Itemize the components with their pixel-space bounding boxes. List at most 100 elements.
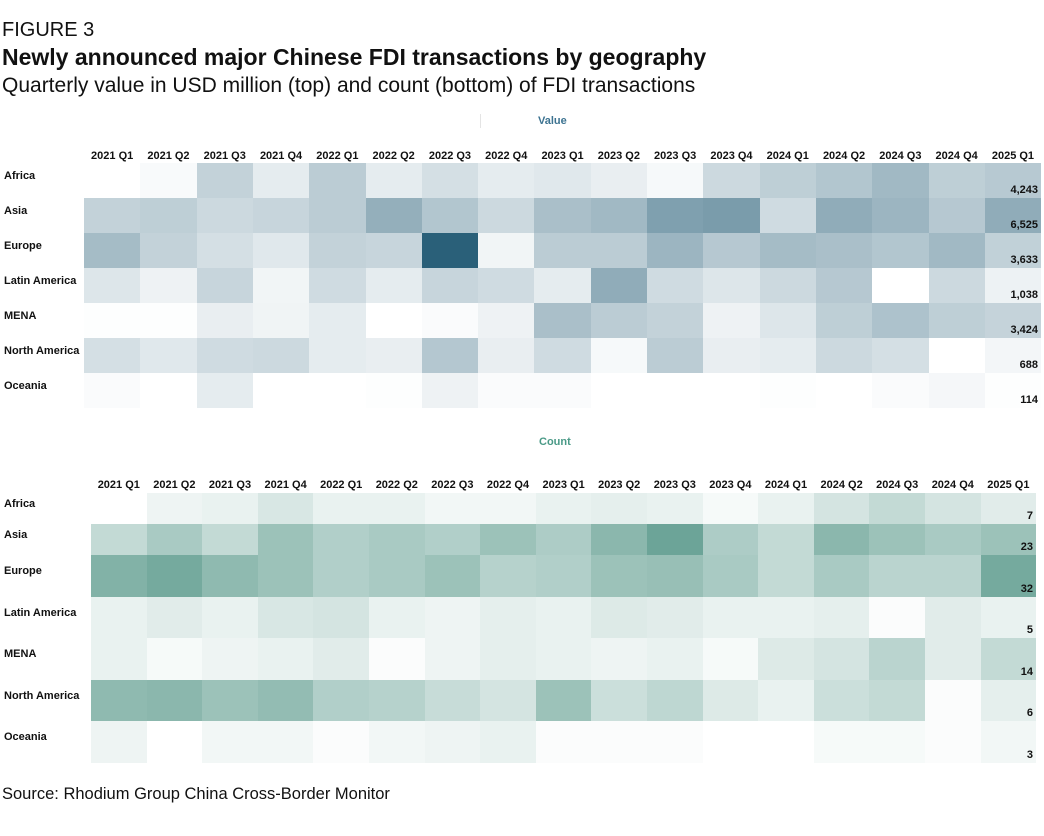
value-heatmap-cell: 3,424 [985, 303, 1041, 338]
value-row-label: Europe [4, 239, 42, 252]
count-heatmap-cell [480, 721, 536, 763]
value-heatmap-cell [647, 198, 703, 233]
count-column-header: 2025 Q1 [987, 479, 1030, 491]
value-heatmap-cell [929, 163, 985, 198]
count-heatmap-cell [369, 493, 425, 524]
count-heatmap-cell [425, 524, 480, 555]
value-heatmap-cell [366, 303, 422, 338]
value-heatmap-cell [591, 303, 647, 338]
count-heatmap-cell [313, 597, 369, 638]
value-data-label: 3,633 [1010, 254, 1038, 266]
value-heatmap-cell [84, 268, 140, 303]
value-heatmap-cell [253, 373, 309, 408]
count-heatmap-cell [425, 597, 480, 638]
value-heatmap-cell [140, 373, 197, 408]
value-column-header: 2022 Q2 [372, 150, 415, 162]
value-heatmap-cell [422, 198, 478, 233]
count-column-header: 2024 Q2 [820, 479, 863, 491]
value-column-header: 2024 Q2 [822, 150, 866, 162]
count-heatmap-cell [313, 524, 369, 555]
count-heatmap-cell [147, 555, 202, 597]
count-heatmap-cell [202, 680, 258, 721]
value-heatmap-cell [309, 233, 366, 268]
count-heatmap-cell [536, 493, 591, 524]
value-row-label: North America [4, 344, 80, 357]
count-heatmap-cell [536, 638, 591, 680]
count-heatmap-cell [869, 493, 925, 524]
value-heatmap-cell [84, 163, 140, 198]
value-heatmap-cell [197, 373, 253, 408]
count-data-label: 32 [1020, 583, 1033, 595]
value-heatmap-cell [647, 338, 703, 373]
value-heatmap-cell [253, 338, 309, 373]
value-heatmap-cell [534, 163, 591, 198]
count-heatmap-cell [703, 597, 758, 638]
count-row-label: Latin America [4, 606, 77, 619]
count-column-header: 2021 Q3 [208, 479, 252, 491]
count-heatmap-cell [647, 680, 703, 721]
count-heatmap-cell [758, 524, 814, 555]
count-row-label: Asia [4, 528, 28, 541]
count-column-header: 2022 Q1 [320, 479, 363, 491]
count-row-label: Africa [4, 497, 36, 510]
value-heatmap-cell [366, 268, 422, 303]
count-heatmap-cell [369, 638, 425, 680]
count-heatmap-cell: 5 [981, 597, 1036, 638]
value-heatmap-cell [703, 198, 760, 233]
value-heatmap-cell: 4,243 [985, 163, 1041, 198]
count-data-label: 6 [1026, 707, 1033, 719]
count-heatmap-cell [758, 555, 814, 597]
value-heatmap-cell [534, 198, 591, 233]
count-heatmap-cell [925, 524, 981, 555]
value-heatmap-cell [534, 338, 591, 373]
count-data-label: 7 [1026, 510, 1033, 522]
count-heatmap-cell [425, 680, 480, 721]
value-heatmap-cell [534, 373, 591, 408]
count-heatmap-cell [758, 721, 814, 763]
count-heatmap-cell [536, 524, 591, 555]
count-heatmap-cell [425, 721, 480, 763]
count-heatmap-cell [814, 524, 869, 555]
value-heatmap-cell: 6,525 [985, 198, 1041, 233]
value-heatmap-cell [140, 268, 197, 303]
count-heatmap-cell [814, 493, 869, 524]
count-heatmap-cell [202, 524, 258, 555]
count-row-label: MENA [4, 648, 37, 660]
value-heatmap-cell [366, 338, 422, 373]
value-heatmap-cell [84, 233, 140, 268]
value-data-label: 6,525 [1010, 219, 1038, 231]
count-column-header: 2024 Q4 [931, 479, 974, 491]
value-heatmap-cell [872, 303, 929, 338]
count-heatmap-cell: 6 [981, 680, 1036, 721]
value-heatmap-cell [647, 233, 703, 268]
count-heatmap-cell [758, 638, 814, 680]
value-heatmap-cell [760, 163, 816, 198]
value-heatmap-cell [422, 373, 478, 408]
count-heatmap-cell [147, 493, 202, 524]
value-heatmap-cell [366, 233, 422, 268]
value-row-label: Africa [4, 169, 36, 182]
count-heatmap-cell [647, 493, 703, 524]
value-row-label: MENA [4, 309, 37, 322]
value-column-header: 2021 Q1 [91, 150, 134, 162]
value-heatmap-cell [591, 338, 647, 373]
count-heatmap-cell [814, 638, 869, 680]
count-heatmap-cell [91, 721, 147, 763]
value-column-header: 2025 Q1 [991, 150, 1035, 162]
count-heatmap-cell [480, 524, 536, 555]
count-heatmap-cell: 3 [981, 721, 1036, 763]
value-heatmap-cell [872, 338, 929, 373]
value-column-header: 2022 Q4 [485, 150, 528, 162]
value-heatmap-cell [197, 268, 253, 303]
count-heatmap-cell [369, 524, 425, 555]
value-heatmap-cell [534, 303, 591, 338]
value-heatmap-cell [591, 163, 647, 198]
count-heatmap-cell [591, 493, 647, 524]
value-heatmap-cell [478, 303, 534, 338]
count-heatmap-cell [258, 638, 313, 680]
count-column-header: 2023 Q1 [542, 479, 585, 491]
count-heatmap-cell [313, 555, 369, 597]
value-heatmap-cell [478, 338, 534, 373]
count-heatmap-cell [536, 597, 591, 638]
value-heatmap-cell [478, 268, 534, 303]
